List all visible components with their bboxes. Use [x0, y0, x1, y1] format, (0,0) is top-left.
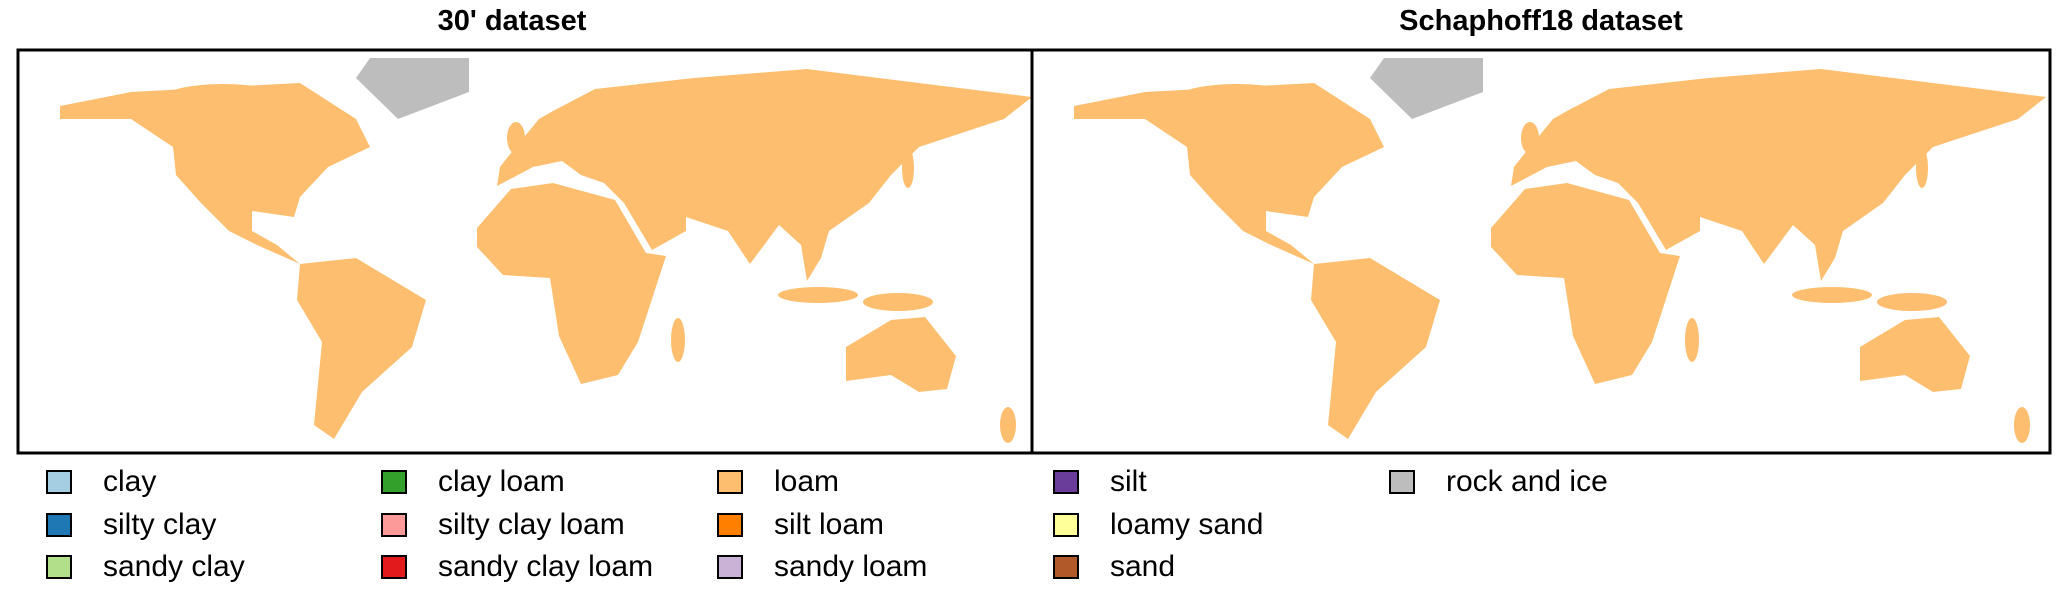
legend-swatch: [381, 513, 407, 537]
legend-swatch: [1053, 513, 1079, 537]
legend-label: silty clay loam: [438, 508, 625, 541]
legend-label: loam: [774, 465, 839, 498]
legend-label: loamy sand: [1110, 508, 1263, 541]
legend-swatch: [46, 555, 72, 579]
panel-title: Schaphoff18 dataset: [1399, 5, 1683, 37]
legend-label: sandy loam: [774, 550, 927, 583]
legend-swatch: [1053, 470, 1079, 494]
legend: clay silty clay sandy clay clay loam silty c…: [46, 465, 1608, 583]
legend-swatch: [1053, 555, 1079, 579]
legend-label: silty clay: [103, 508, 216, 541]
legend-label: sandy clay loam: [438, 550, 653, 583]
legend-label: clay: [103, 465, 156, 498]
legend-swatch: [381, 470, 407, 494]
legend-label: sandy clay: [103, 550, 245, 583]
legend-label: silt: [1110, 465, 1147, 498]
legend-swatch: [381, 555, 407, 579]
legend-swatch: [46, 513, 72, 537]
legend-label: sand: [1110, 550, 1175, 583]
legend-label: rock and ice: [1446, 465, 1608, 498]
legend-label: clay loam: [438, 465, 565, 498]
legend-swatch: [717, 470, 743, 494]
legend-swatch: [1389, 470, 1415, 494]
map-panel: [1030, 48, 2052, 455]
legend-swatch: [46, 470, 72, 494]
map-panel: [16, 48, 1034, 455]
panel-title: 30' dataset: [438, 5, 587, 37]
legend-label: silt loam: [774, 508, 884, 541]
legend-swatch: [717, 555, 743, 579]
legend-swatch: [717, 513, 743, 537]
